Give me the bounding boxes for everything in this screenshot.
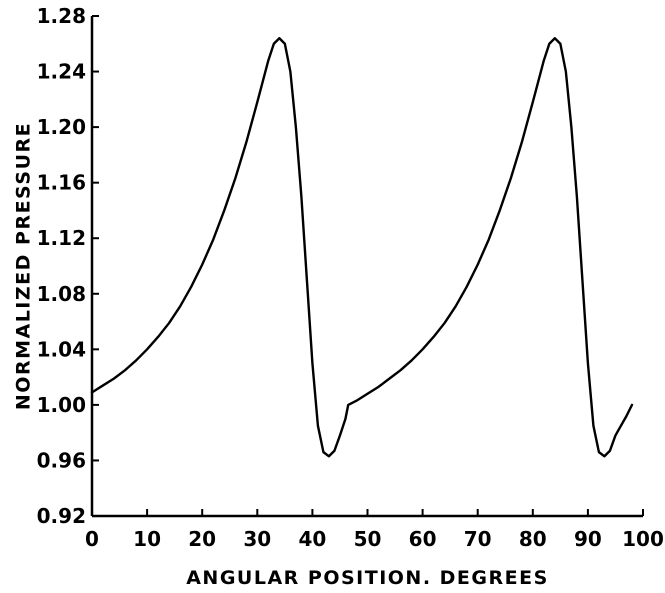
x-tick-label: 50: [354, 527, 382, 551]
y-tick-label: 1.24: [37, 60, 86, 84]
y-tick-label: 1.20: [37, 115, 86, 139]
y-tick-label: 0.92: [37, 504, 86, 528]
x-tick-label: 40: [298, 527, 326, 551]
y-tick-label: 1.12: [37, 226, 86, 250]
y-axis-ticks: 0.92 0.96 1.00 1.04 1.08 1.12 1.16 1.20 1.24 1.28: [37, 4, 99, 528]
y-tick-label: 1.28: [37, 4, 86, 28]
x-tick-label: 60: [409, 527, 437, 551]
y-axis-title: NORMALIZED PRESSURE: [13, 122, 35, 410]
x-tick-label: 100: [622, 527, 664, 551]
y-tick-label: 1.16: [37, 171, 86, 195]
y-tick-label: 0.96: [37, 448, 86, 472]
y-tick-label: 1.04: [37, 337, 86, 361]
x-axis-title: ANGULAR POSITION. DEGREES: [186, 567, 549, 589]
pressure-series-line: [90, 37, 634, 458]
x-tick-label: 10: [133, 527, 161, 551]
x-tick-label: 20: [188, 527, 216, 551]
x-tick-label: 90: [574, 527, 602, 551]
y-tick-label: 1.00: [37, 393, 86, 417]
x-tick-label: 80: [519, 527, 547, 551]
y-tick-label: 1.08: [37, 282, 86, 306]
x-tick-label: 30: [243, 527, 271, 551]
x-tick-label: 70: [464, 527, 492, 551]
x-tick-label: 0: [85, 527, 99, 551]
